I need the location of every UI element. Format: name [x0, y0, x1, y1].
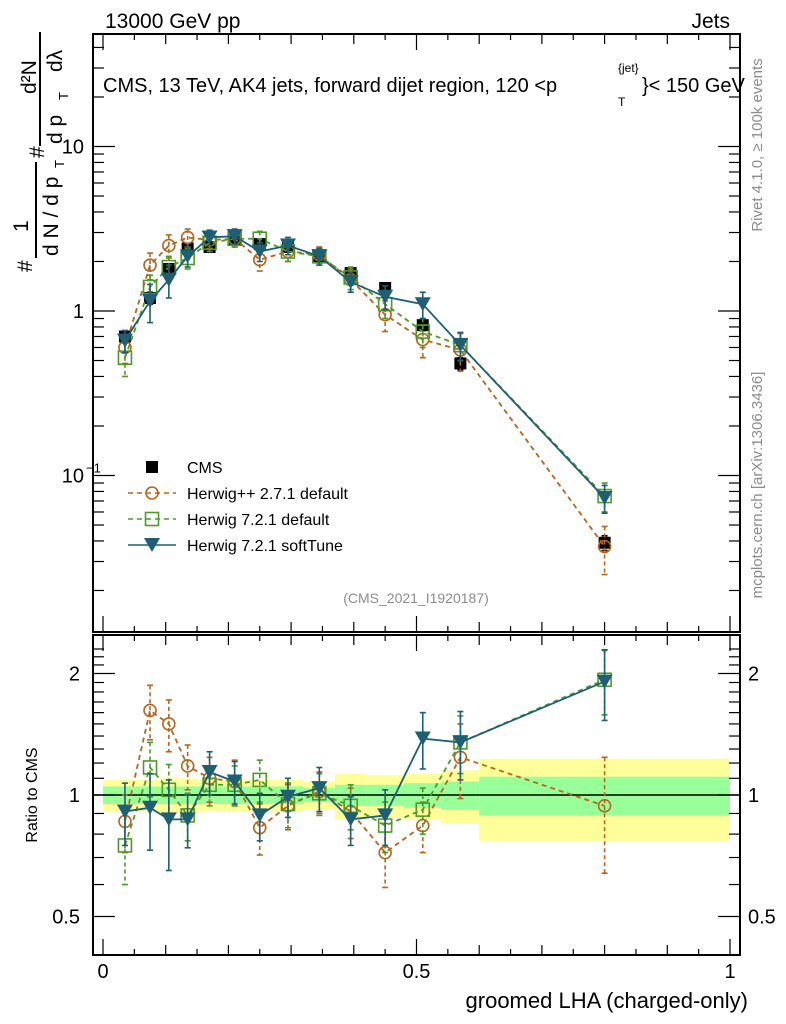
data-point — [160, 272, 177, 287]
legend-label: Herwig 7.2.1 default — [187, 512, 330, 529]
series-line — [124, 235, 606, 499]
y-label-denominator-2: d p — [44, 115, 67, 144]
y-label-dlambda: dλ — [44, 49, 67, 72]
plot-title: CMS, 13 TeV, AK4 jets, forward dijet reg… — [103, 61, 746, 109]
ratio-y-tick-label: 2 — [69, 664, 80, 686]
plot-title-suffix: }< 150 GeV — [642, 75, 746, 97]
legend-marker — [144, 511, 160, 527]
data-point — [377, 289, 394, 304]
x-tick-label: 1 — [724, 961, 735, 983]
data-point — [452, 338, 469, 353]
beam-label: 13000 GeV pp — [105, 10, 240, 33]
data-point — [311, 249, 328, 264]
data-point — [311, 781, 328, 796]
y-tick-label: 10 — [62, 466, 84, 488]
data-point — [162, 717, 176, 731]
y-tick-label: 10 — [62, 137, 84, 159]
y-label-one: 1 — [10, 220, 33, 232]
data-point — [180, 759, 195, 773]
main-y-axis-label: # 1 d N / d p T # d²N d p T dλ — [10, 32, 71, 272]
rivet-version-label: Rivet 4.1.0, ≥ 100k events — [749, 58, 766, 231]
data-point — [342, 812, 359, 827]
legend-item: Herwig 7.2.1 softTune — [128, 538, 343, 555]
ratio-y-tick-label: 0.5 — [52, 907, 80, 929]
data-point — [116, 333, 133, 348]
ratio-y-tick-label-right: 1 — [748, 785, 759, 807]
data-point — [251, 808, 268, 823]
series-line — [124, 708, 605, 854]
legend-label: Herwig++ 2.7.1 default — [187, 486, 349, 503]
data-point — [251, 244, 268, 259]
data-point — [116, 804, 133, 819]
legend-item: CMS — [146, 460, 223, 477]
data-point — [414, 731, 431, 746]
data-point — [596, 674, 613, 689]
plot-title-sup: {jet} — [618, 61, 639, 75]
data-point — [201, 765, 218, 780]
data-point — [415, 324, 431, 339]
data-point — [160, 812, 177, 827]
y-label-sub-t: T — [52, 160, 67, 168]
data-point — [252, 772, 268, 788]
data-point — [179, 249, 196, 264]
legend-marker — [145, 486, 159, 500]
ratio-panel: 0 0.5 1 0.5 0.5 1 1 2 2 — [52, 34, 776, 983]
series-herwig-7-2-1-softtune — [116, 228, 613, 514]
data-point — [201, 230, 218, 245]
ratio-y-tick-label-right: 2 — [748, 664, 759, 686]
y-label-denominator: d N / d p — [40, 177, 63, 256]
legend-item: Herwig 7.2.1 default — [128, 511, 330, 529]
data-point — [162, 238, 176, 253]
legend-marker — [144, 538, 160, 552]
plot-title-prefix: CMS, 13 TeV, AK4 jets, forward dijet reg… — [103, 75, 557, 97]
data-point — [180, 230, 195, 245]
data-point — [226, 774, 243, 789]
x-tick-label: 0 — [97, 961, 108, 983]
y-label-numerator-2: d²N — [18, 60, 41, 94]
series-herwig-7-2-1-softtune — [116, 648, 613, 872]
y-label-hash2: # — [26, 146, 49, 158]
data-point — [377, 808, 394, 823]
legend-label: Herwig 7.2.1 softTune — [187, 538, 343, 555]
legend-marker — [146, 461, 158, 473]
mcplots-credit-label: mcplots.cern.ch [arXiv:1306.3436] — [749, 372, 766, 599]
data-point — [143, 258, 157, 272]
data-point — [143, 703, 157, 718]
data-point — [226, 229, 243, 244]
data-point — [179, 812, 196, 827]
data-point — [596, 490, 613, 505]
ratio-y-tick-label-right: 0.5 — [748, 907, 776, 929]
x-tick-label: 0.5 — [403, 961, 431, 983]
plot-title-sub: T — [618, 95, 626, 109]
y-tick-label: 1 — [73, 301, 84, 323]
data-point — [279, 789, 296, 804]
series-line — [124, 236, 606, 548]
data-point — [142, 800, 159, 815]
legend-label: CMS — [187, 460, 223, 477]
series-cms — [118, 234, 611, 552]
y-tick-label-exponent: −1 — [86, 461, 101, 476]
data-point — [342, 275, 359, 290]
data-point — [597, 799, 612, 813]
data-point — [414, 297, 431, 312]
data-point — [279, 238, 296, 253]
y-label-sub-t-2: T — [56, 92, 71, 100]
ratio-y-axis-label: Ratio to CMS — [24, 747, 41, 842]
data-point — [142, 294, 159, 309]
legend-item: Herwig++ 2.7.1 default — [128, 486, 349, 503]
y-label-hash: # — [14, 260, 37, 272]
legend: CMS Herwig++ 2.7.1 default Herwig 7.2.1 de… — [128, 460, 349, 555]
ratio-y-tick-label: 1 — [69, 785, 80, 807]
data-point — [452, 735, 469, 750]
analysis-id-watermark: (CMS_2021_I1920187) — [343, 590, 489, 606]
series-line — [124, 237, 606, 497]
data-point — [597, 539, 612, 554]
data-point — [415, 802, 431, 817]
analysis-category-label: Jets — [691, 10, 730, 33]
x-axis-label: groomed LHA (charged-only) — [466, 988, 748, 1013]
